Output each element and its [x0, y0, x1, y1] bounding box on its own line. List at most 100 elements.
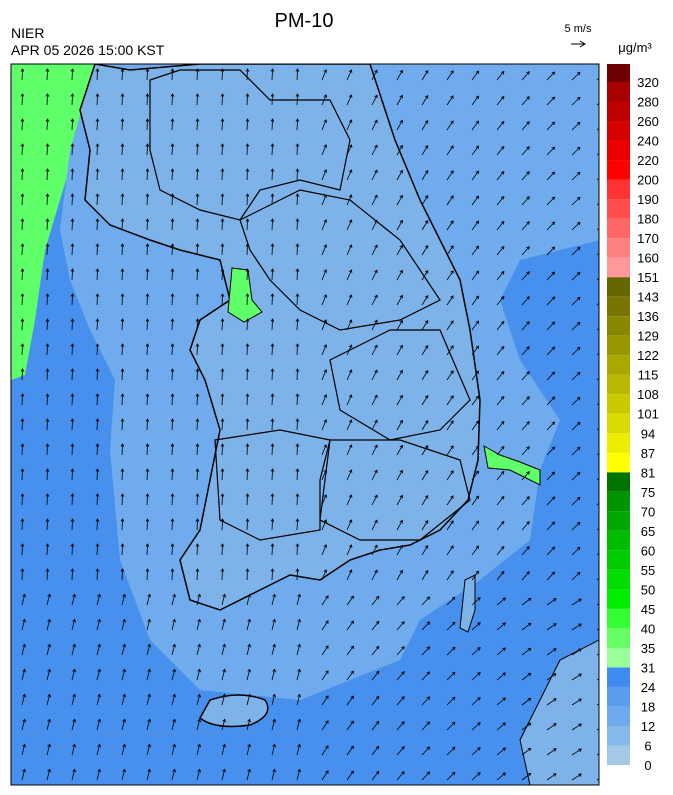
- wind-arrow: [171, 618, 176, 631]
- wind-arrow: [21, 693, 26, 706]
- map-frame: [10, 63, 600, 786]
- wind-arrow: [45, 518, 50, 531]
- wind-arrow: [71, 743, 76, 756]
- colorbar-segment: [607, 101, 630, 122]
- wind-arrow: [371, 519, 378, 531]
- wind-arrow: [270, 218, 275, 231]
- wind-arrow: [521, 171, 530, 181]
- wind-arrow: [295, 543, 300, 556]
- wind-arrow: [95, 318, 100, 331]
- wind-arrow: [596, 427, 599, 431]
- wind-arrow: [96, 718, 101, 731]
- wind-arrow: [246, 743, 251, 756]
- wind-arrow: [396, 444, 403, 456]
- wind-arrow: [70, 343, 75, 356]
- wind-arrow: [371, 269, 378, 281]
- wind-arrow: [546, 546, 556, 556]
- wind-arrow: [471, 70, 480, 81]
- wind-arrow: [371, 494, 378, 506]
- wind-arrow: [421, 194, 429, 206]
- colorbar-tick-label: 6: [644, 738, 651, 753]
- wind-arrow: [321, 620, 329, 631]
- wind-arrow: [471, 647, 481, 656]
- wind-arrow: [45, 543, 50, 556]
- wind-arrow: [70, 418, 75, 431]
- wind-arrow: [246, 593, 251, 606]
- wind-arrow: [346, 745, 354, 756]
- wind-arrow: [271, 768, 276, 781]
- wind-arrow: [571, 146, 581, 156]
- wind-arrow: [45, 143, 50, 156]
- wind-arrow: [421, 596, 431, 606]
- wind-arrow: [95, 543, 100, 556]
- colorbar-tick-label: 143: [637, 290, 659, 305]
- wind-arrow: [121, 593, 126, 606]
- wind-arrow: [170, 318, 175, 331]
- wind-arrow: [321, 745, 329, 756]
- wind-arrow: [571, 598, 582, 606]
- wind-arrow: [120, 418, 125, 431]
- wind-arrow: [571, 546, 581, 556]
- wind-arrow: [471, 495, 480, 506]
- wind-arrow: [270, 318, 275, 331]
- wind-arrow: [496, 570, 505, 581]
- wind-arrow: [396, 596, 405, 606]
- wind-arrow: [170, 368, 175, 381]
- wind-arrow: [70, 543, 75, 556]
- colorbar-tick-label: 220: [637, 153, 659, 168]
- wind-arrow: [145, 118, 150, 131]
- wind-arrow: [95, 343, 100, 356]
- wind-arrow: [45, 318, 50, 331]
- colorbar-segment: [607, 238, 630, 258]
- wind-arrow: [245, 218, 250, 231]
- wind-arrow: [346, 144, 353, 156]
- wind-arrow: [120, 318, 125, 331]
- wind-arrow: [521, 296, 530, 306]
- wind-arrow: [321, 344, 328, 356]
- wind-arrow: [346, 319, 353, 331]
- wind-arrow: [521, 396, 530, 406]
- wind-arrow: [70, 493, 75, 506]
- wind-arrow: [521, 221, 530, 231]
- wind-arrow: [446, 95, 454, 106]
- wind-arrow: [271, 668, 276, 681]
- wind-arrow: [396, 419, 403, 431]
- wind-arrow: [270, 543, 275, 556]
- colorbar-unit: μg/m³: [618, 40, 652, 55]
- wind-arrow: [120, 543, 125, 556]
- wind-arrow: [220, 293, 225, 306]
- wind-arrow: [245, 393, 250, 406]
- wind-arrow: [245, 318, 250, 331]
- wind-arrow: [220, 468, 225, 481]
- wind-arrow: [321, 770, 329, 781]
- wind-arrow: [246, 718, 251, 731]
- wind-arrow: [195, 243, 200, 256]
- wind-arrow: [220, 193, 225, 206]
- colorbar-segment: [607, 374, 630, 395]
- wind-arrow: [546, 623, 557, 631]
- wind-arrow: [471, 722, 481, 731]
- colorbar-tick-label: 45: [641, 602, 655, 617]
- wind-arrow: [546, 748, 557, 756]
- wind-arrow: [95, 293, 100, 306]
- wind-arrow: [20, 318, 25, 331]
- colorbar-tick-label: 122: [637, 348, 659, 363]
- wind-arrow: [120, 468, 125, 481]
- colorbar-tick-label: 40: [641, 621, 655, 636]
- wind-arrow: [95, 443, 100, 456]
- wind-arrow: [346, 519, 353, 531]
- wind-arrow: [70, 468, 75, 481]
- wind-arrow: [45, 493, 50, 506]
- wind-arrow: [196, 743, 201, 756]
- colorbar-segment: [607, 413, 630, 434]
- wind-arrow: [220, 68, 225, 81]
- colorbar-segment: [607, 745, 630, 765]
- wind-arrow: [196, 768, 201, 781]
- colorbar-segment: [607, 706, 630, 726]
- wind-arrow: [271, 618, 276, 631]
- wind-arrow: [496, 647, 507, 656]
- wind-arrow: [195, 93, 200, 106]
- wind-arrow: [421, 671, 431, 681]
- wind-arrow: [546, 321, 556, 331]
